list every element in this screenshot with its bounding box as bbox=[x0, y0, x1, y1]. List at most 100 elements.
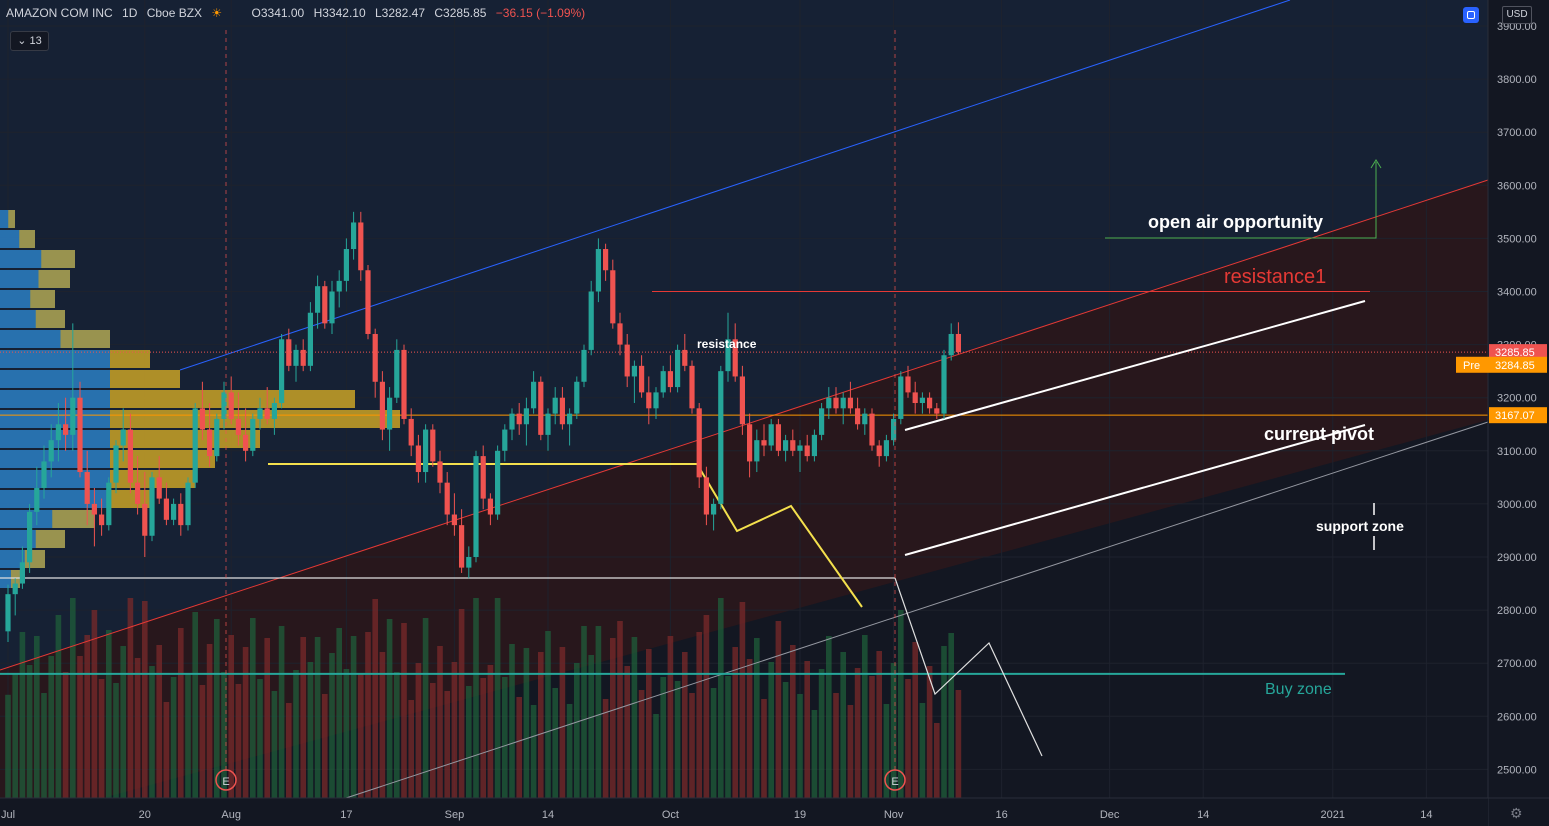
volume-bar bbox=[710, 688, 717, 798]
candle bbox=[732, 323, 738, 382]
candle-body bbox=[271, 403, 277, 419]
volume-profile-bar-up bbox=[0, 430, 110, 448]
volume-bar bbox=[660, 677, 666, 798]
volume-bar bbox=[415, 663, 422, 798]
candle bbox=[163, 482, 169, 526]
candle bbox=[862, 408, 868, 435]
candle bbox=[919, 392, 925, 414]
time-axis-tick-label: 17 bbox=[340, 809, 352, 821]
candle-body bbox=[243, 434, 249, 451]
candle-body bbox=[955, 333, 961, 353]
open-air-opportunity-label: open air opportunity bbox=[1148, 212, 1323, 232]
pivot-tag bbox=[1489, 407, 1547, 424]
volume-bar bbox=[739, 602, 746, 798]
volume-bar bbox=[890, 663, 897, 798]
volume-bar bbox=[343, 669, 350, 798]
ohlc-low: L3282.47 bbox=[374, 6, 426, 20]
candle-body bbox=[502, 429, 508, 451]
volume-bar bbox=[235, 684, 242, 798]
volume-bar bbox=[278, 626, 285, 798]
volume-bar bbox=[883, 704, 890, 798]
candle-body bbox=[631, 365, 637, 377]
volume-profile-bar-up bbox=[0, 390, 110, 408]
candle-body bbox=[883, 440, 889, 457]
candle bbox=[48, 424, 54, 478]
candle bbox=[840, 392, 846, 425]
candle bbox=[689, 360, 695, 414]
symbol-name[interactable]: AMAZON COM INC bbox=[6, 6, 113, 20]
snapshot-icon[interactable] bbox=[1463, 7, 1479, 23]
lower-channel-line bbox=[339, 421, 1489, 801]
ohlc-high: H3342.10 bbox=[313, 6, 366, 20]
candle-body bbox=[595, 249, 601, 292]
candle-body bbox=[919, 397, 925, 404]
candle-body bbox=[70, 397, 76, 435]
candle-body bbox=[783, 440, 789, 451]
volume-bar bbox=[192, 612, 198, 798]
interval-label[interactable]: 1D bbox=[122, 6, 138, 20]
candle-body bbox=[847, 397, 853, 409]
volume-bar bbox=[667, 636, 674, 798]
time-axis-tick-label: Dec bbox=[1100, 809, 1120, 821]
candle bbox=[696, 403, 702, 488]
candle bbox=[927, 392, 933, 414]
candle bbox=[574, 376, 580, 419]
candle-body bbox=[480, 456, 486, 499]
volume-bar bbox=[48, 656, 54, 798]
volume-bar bbox=[401, 623, 407, 798]
volume-bar bbox=[588, 655, 594, 798]
time-axis-tick-label: 20 bbox=[139, 809, 151, 821]
volume-bar bbox=[271, 691, 278, 798]
candle-body bbox=[509, 413, 515, 430]
candle bbox=[379, 371, 385, 441]
wedge-lower-line bbox=[904, 424, 1366, 556]
candle bbox=[653, 387, 659, 419]
candle-body bbox=[178, 503, 184, 526]
candle bbox=[459, 509, 465, 573]
candle bbox=[869, 408, 875, 451]
candle bbox=[595, 238, 601, 303]
volume-bar bbox=[538, 652, 544, 798]
candle bbox=[365, 264, 371, 340]
candle-body bbox=[811, 434, 817, 457]
volume-bar bbox=[631, 637, 638, 798]
volume-bar bbox=[516, 697, 522, 798]
volume-bar bbox=[329, 653, 335, 798]
candle bbox=[84, 450, 90, 526]
candle bbox=[63, 397, 69, 451]
indicator-collapse-chip[interactable]: ⌄ 13 bbox=[10, 31, 49, 51]
volume-bar bbox=[70, 598, 76, 798]
candle bbox=[329, 280, 335, 334]
candle bbox=[545, 408, 551, 451]
volume-bar bbox=[473, 598, 479, 798]
candle-body bbox=[473, 456, 479, 557]
candle bbox=[293, 344, 299, 382]
volume-bar bbox=[912, 642, 918, 798]
volume-profile-bar-up bbox=[0, 450, 110, 468]
candle bbox=[495, 445, 501, 520]
candle-body bbox=[826, 397, 832, 409]
white-projection-path bbox=[894, 577, 1043, 757]
candle bbox=[387, 387, 393, 451]
currency-button[interactable]: USD bbox=[1502, 6, 1532, 24]
symbol-header[interactable]: AMAZON COM INC 1D Cboe BZX ☀ O3341.00 H3… bbox=[6, 6, 591, 20]
volume-bar bbox=[322, 694, 328, 798]
volume-bar bbox=[502, 677, 508, 798]
volume-bar bbox=[127, 598, 134, 798]
candle-body bbox=[653, 392, 659, 409]
volume-bar bbox=[624, 666, 630, 798]
candle bbox=[775, 418, 781, 457]
volume-bar bbox=[134, 658, 141, 798]
volume-bar bbox=[372, 599, 378, 798]
volume-bar bbox=[55, 615, 62, 798]
volume-profile-bar-down bbox=[110, 430, 260, 448]
time-axis-tick-label: 16 bbox=[995, 809, 1007, 821]
candle-body bbox=[617, 323, 623, 345]
candle-body bbox=[300, 349, 306, 366]
candle-body bbox=[819, 408, 825, 435]
candle-body bbox=[351, 222, 357, 250]
volume-bar bbox=[264, 638, 270, 798]
candle bbox=[833, 387, 839, 414]
settings-gear-icon[interactable]: ⚙ bbox=[1510, 805, 1523, 821]
